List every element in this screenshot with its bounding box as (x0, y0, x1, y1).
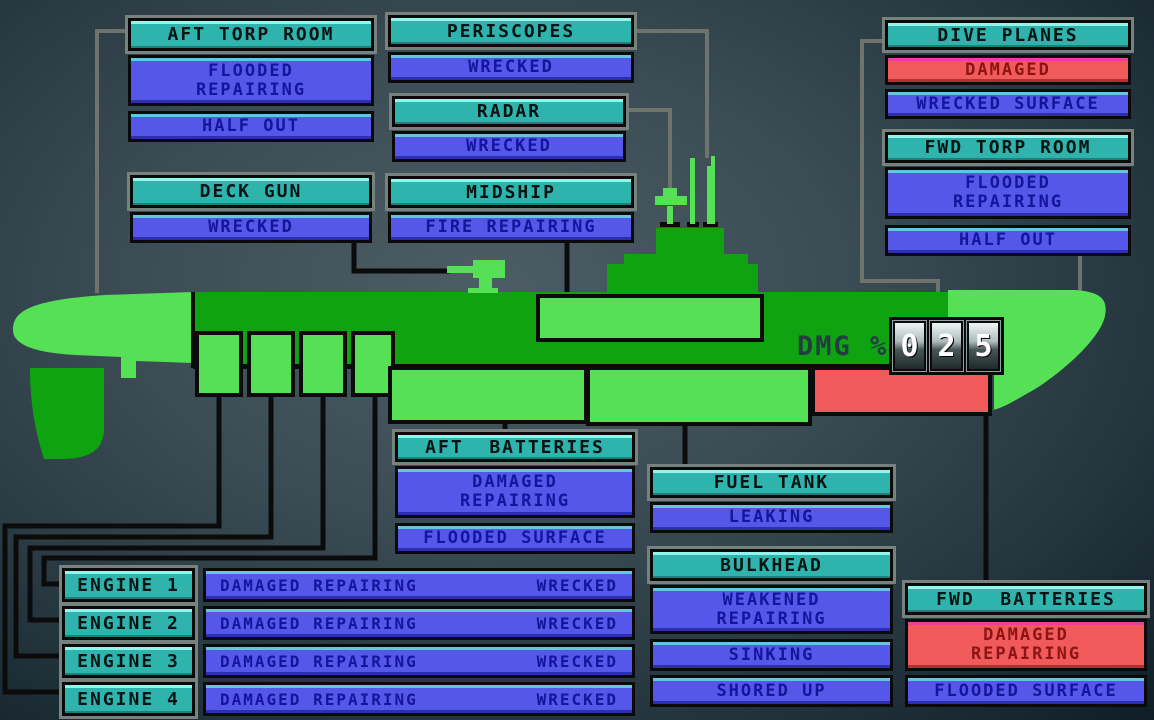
submarine-rudder-skeg (30, 368, 104, 459)
aft-torp-room-status-2: HALF OUT (128, 111, 374, 142)
radar-header: RADAR (392, 96, 626, 127)
aft-torp-room-header: AFT TORP ROOM (128, 18, 374, 51)
midship-status: FIRE REPAIRING (388, 212, 634, 243)
damage-digit-ones: 5 (966, 320, 1001, 372)
deck-gun-status: WRECKED (130, 212, 372, 243)
engine-compartment-2 (247, 331, 295, 397)
engine-compartments (195, 331, 395, 397)
bulkhead-status-2: SINKING (650, 639, 893, 671)
dive-planes-header: DIVE PLANES (885, 20, 1131, 50)
periscopes-status: WRECKED (388, 52, 634, 83)
dive-planes-status-2: WRECKED SURFACE (885, 89, 1131, 119)
periscope-masts (690, 156, 715, 224)
dive-planes-status-1: DAMAGED (885, 55, 1131, 85)
aft-torp-room-status-1: FLOODED REPAIRING (128, 55, 374, 106)
bulkhead-header: BULKHEAD (650, 549, 893, 581)
radar-base-line (660, 222, 680, 227)
aft-batteries-status-2: FLOODED SURFACE (395, 523, 635, 554)
aft-batteries-status-1: DAMAGED REPAIRING (395, 466, 635, 518)
hull-stern-divider (191, 292, 195, 368)
submarine-stern (13, 292, 193, 378)
aft-batteries-header: AFT BATTERIES (395, 432, 635, 462)
fuel-tank-status: LEAKING (650, 502, 893, 533)
mast-base-line (687, 222, 699, 227)
engine-3-status: DAMAGED REPAIRING WRECKED (203, 644, 635, 678)
connector-deck-gun (351, 241, 450, 274)
damage-percent-counter: 0 2 5 (889, 317, 1004, 375)
deck-gun-header: DECK GUN (130, 175, 372, 208)
conning-tower (607, 228, 758, 292)
lower-hull-mid-compartment (586, 366, 812, 426)
mast-base-line2 (703, 222, 718, 227)
lower-hull-aft-compartment (388, 366, 588, 424)
engine-2-status: DAMAGED REPAIRING WRECKED (203, 606, 635, 640)
connector-aft-torp-room (95, 29, 128, 293)
damage-percent-label: DMG % (797, 331, 889, 362)
bulkhead-status-1: WEAKENED REPAIRING (650, 585, 893, 634)
connector-engine-1 (41, 395, 378, 587)
fuel-tank-header: FUEL TANK (650, 467, 893, 498)
engine-3-label: ENGINE 3 (62, 644, 195, 678)
bulkhead-status-3: SHORED UP (650, 675, 893, 707)
fwd-batteries-header: FWD BATTERIES (905, 583, 1147, 615)
fwd-torp-room-header: FWD TORP ROOM (885, 132, 1131, 163)
connector-engine-4 (2, 395, 222, 695)
fwd-batteries-status-1: DAMAGED REPAIRING (905, 619, 1147, 671)
connector-periscopes (634, 29, 709, 158)
midship-header: MIDSHIP (388, 176, 634, 208)
connector-radar (626, 108, 672, 196)
connector-engine-3 (13, 395, 274, 659)
periscopes-header: PERISCOPES (388, 15, 634, 47)
midship-compartment (536, 294, 764, 342)
connector-engine-2 (27, 395, 326, 623)
engine-2-label: ENGINE 2 (62, 606, 195, 640)
fwd-torp-room-status-2: HALF OUT (885, 225, 1131, 256)
damage-digit-tens: 2 (929, 320, 964, 372)
engine-compartment-3 (299, 331, 347, 397)
engine-1-status: DAMAGED REPAIRING WRECKED (203, 568, 635, 602)
engine-compartment-1 (195, 331, 243, 397)
engine-compartment-4 (351, 331, 395, 397)
damage-digit-hundreds: 0 (892, 320, 927, 372)
fwd-torp-room-status-1: FLOODED REPAIRING (885, 167, 1131, 219)
deck-gun-sprite (447, 260, 505, 293)
engine-4-label: ENGINE 4 (62, 682, 195, 716)
radar-status: WRECKED (392, 131, 626, 162)
radar-antenna (655, 188, 687, 224)
engine-1-label: ENGINE 1 (62, 568, 195, 602)
engine-4-status: DAMAGED REPAIRING WRECKED (203, 682, 635, 716)
fwd-batteries-status-2: FLOODED SURFACE (905, 675, 1147, 707)
connector-dive-planes (860, 39, 940, 296)
